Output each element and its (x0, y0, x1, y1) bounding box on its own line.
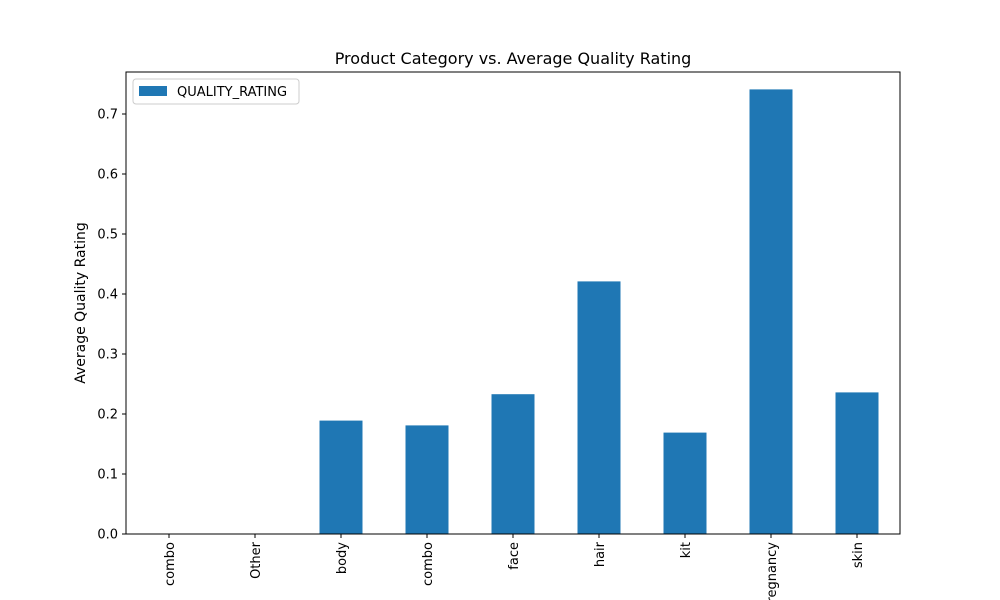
x-tick-label: skin (851, 542, 866, 568)
bar-2 (319, 420, 363, 534)
bar-4 (491, 394, 535, 534)
x-tick-label: kit (679, 542, 694, 558)
x-tick-label: combo (421, 542, 436, 586)
bar-8 (835, 392, 879, 534)
chart-title: Product Category vs. Average Quality Rat… (335, 49, 692, 68)
x-tick-label: hair (593, 541, 608, 567)
y-tick-label: 0.0 (97, 528, 118, 543)
legend-swatch (139, 86, 167, 96)
bar-3 (405, 425, 449, 534)
y-tick-label: 0.4 (97, 288, 118, 303)
x-tick-label: Other (249, 541, 264, 579)
x-tick-label: pregnancy (765, 542, 780, 600)
bar-6 (663, 432, 707, 534)
y-tick-label: 0.5 (97, 228, 118, 243)
plot-frame (125, 71, 901, 535)
x-tick-label: combo (163, 542, 178, 586)
y-tick-label: 0.3 (97, 348, 118, 363)
legend-label: QUALITY_RATING (177, 85, 287, 100)
y-axis-ticks: 0.0 0.1 0.2 0.3 0.4 0.5 0.6 0.7 (97, 108, 126, 543)
bars-group (319, 89, 879, 535)
y-axis-label: Average Quality Rating (73, 222, 89, 384)
x-axis-ticks: combo Other body combo face hair kit pregnancy s… (163, 534, 866, 600)
legend: QUALITY_RATING (132, 78, 300, 105)
y-tick-label: 0.6 (97, 168, 118, 183)
bar-7 (749, 89, 793, 535)
y-tick-label: 0.2 (97, 408, 118, 423)
y-tick-label: 0.7 (97, 108, 118, 123)
legend-box (132, 78, 300, 105)
x-tick-label: face (507, 542, 522, 570)
x-tick-label: body (335, 542, 350, 574)
bar-5 (577, 281, 621, 534)
y-tick-label: 0.1 (97, 468, 118, 483)
